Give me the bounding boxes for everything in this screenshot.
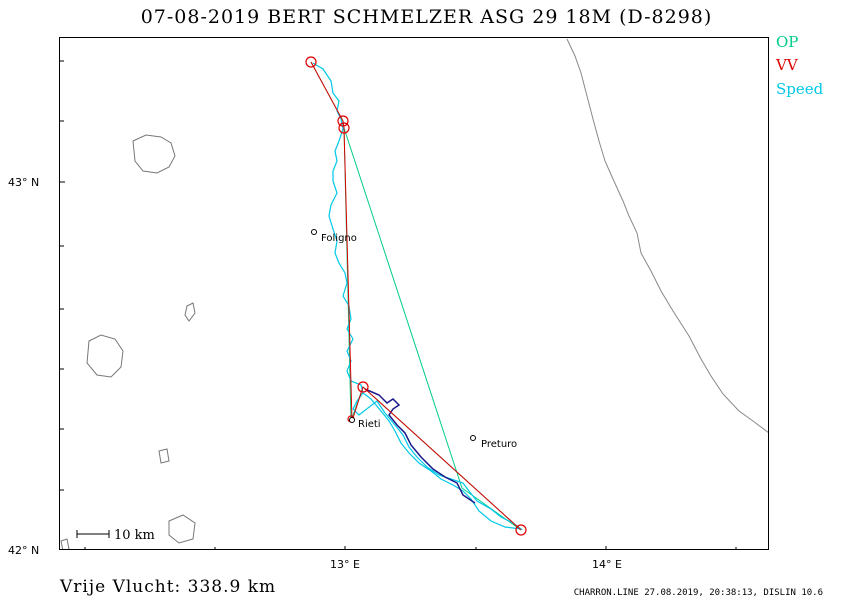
flight-title: 07-08-2019 BERT SCHMELZER ASG 29 18M (D-… — [140, 6, 713, 28]
city-label-rieti: Rieti — [358, 419, 381, 430]
legend-op: OP — [776, 33, 799, 51]
credit-line: CHARRON.LINE 27.08.2019, 20:38:13, DISLI… — [573, 588, 823, 598]
turnpoints — [305, 56, 527, 536]
city-label-preturo: Preturo — [481, 439, 517, 450]
city-marker-foligno — [311, 229, 317, 235]
turnpoint-marker[interactable] — [338, 122, 350, 134]
lake-bolsena — [86, 334, 124, 378]
legend-vv: VV — [776, 56, 798, 74]
x-tick-14e: 14° E — [592, 558, 622, 571]
distance-label: Vrije Vlucht: 338.9 km — [60, 577, 277, 597]
route-vv — [310, 61, 522, 531]
turnpoint-marker[interactable] — [515, 524, 527, 536]
map-canvas: Foligno Rieti Preturo 10 km — [60, 38, 768, 549]
turnpoint-marker[interactable] — [357, 381, 369, 393]
lake-south-3 — [60, 538, 70, 549]
city-marker-rieti — [349, 417, 355, 423]
scale-label: 10 km — [114, 528, 155, 543]
turnpoint-marker[interactable] — [305, 56, 317, 68]
map-frame[interactable]: Foligno Rieti Preturo 10 km — [59, 37, 769, 550]
lake-trasimeno — [132, 134, 176, 174]
x-tick-13e: 13° E — [330, 558, 360, 571]
y-tick-42n: 42° N — [8, 544, 40, 557]
y-tick-43n: 43° N — [8, 176, 40, 189]
track-speed — [312, 62, 524, 530]
legend-speed: Speed — [776, 80, 824, 98]
city-marker-preturo — [470, 435, 476, 441]
scale-bar: 10 km — [76, 528, 155, 543]
track-segment-dark — [364, 388, 476, 504]
turnpoint-marker[interactable] — [337, 115, 349, 127]
coastline — [566, 38, 768, 433]
city-label-foligno: Foligno — [321, 233, 357, 244]
axis-ticks — [60, 60, 737, 549]
lake-south-1 — [168, 514, 196, 544]
lake-south-2 — [158, 448, 170, 464]
lake-small — [184, 302, 196, 322]
